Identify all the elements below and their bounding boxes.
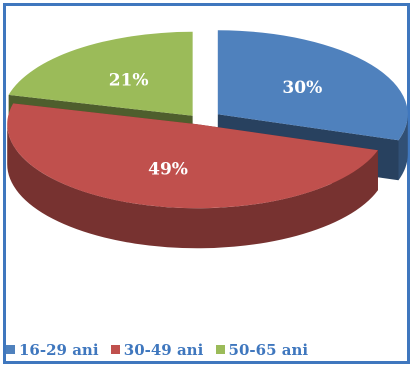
slice-top: [217, 30, 408, 141]
legend-label-50-65: 50-65 ani: [228, 341, 309, 359]
data-label-16-29-ani: 30%: [282, 78, 322, 98]
legend: 16-29 ani 30-49 ani 50-65 ani: [6, 341, 315, 359]
legend-swatch-50-65: [215, 345, 225, 354]
legend-item-30-49: 30-49 ani: [110, 341, 204, 359]
data-label-50-65-ani: 21%: [109, 70, 149, 90]
slice-top: [7, 103, 378, 209]
slice-side: [398, 114, 408, 181]
slice-side: [7, 124, 378, 249]
pie-slice-30-49-ani: [7, 103, 378, 249]
legend-swatch-16-29: [6, 345, 15, 354]
legend-item-16-29: 16-29 ani: [6, 341, 99, 359]
legend-label-16-29: 16-29 ani: [19, 341, 99, 359]
legend-label-30-49: 30-49 ani: [123, 341, 204, 359]
data-label-30-49-ani: 49%: [148, 160, 188, 180]
legend-swatch-30-49: [110, 345, 120, 354]
slice-top: [8, 31, 193, 116]
legend-item-50-65: 50-65 ani: [215, 341, 309, 359]
